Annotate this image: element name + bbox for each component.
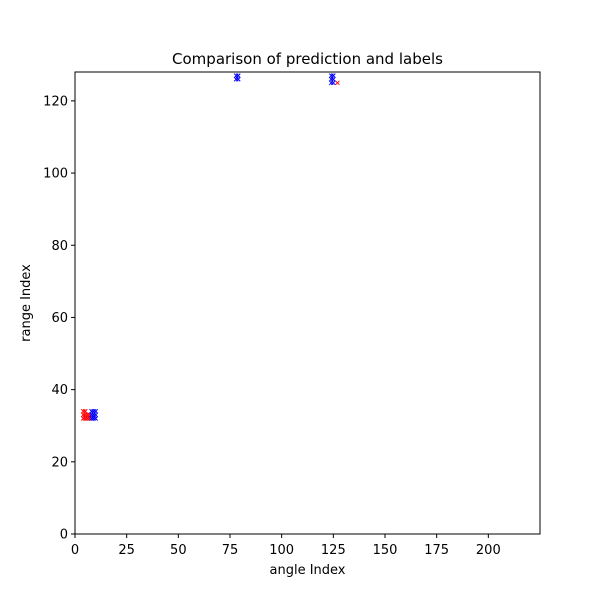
blue-x-marker xyxy=(93,416,99,421)
red-x-marker xyxy=(82,408,88,414)
y-tick-label: 40 xyxy=(51,383,68,398)
y-tick-label: 0 xyxy=(60,528,68,543)
x-axis-ticks: 0 25 50 75 100 125 150 175 200 xyxy=(71,534,501,558)
chart-title: Comparison of prediction and labels xyxy=(172,50,443,68)
x-tick-label: 175 xyxy=(424,543,449,558)
x-tick-label: 125 xyxy=(321,543,346,558)
x-tick-label: 150 xyxy=(373,543,398,558)
blue-x-marker xyxy=(235,76,241,82)
data-marks xyxy=(80,73,340,421)
plot-frame xyxy=(74,71,541,535)
x-tick-label: 0 xyxy=(71,543,79,558)
x-tick-label: 25 xyxy=(118,543,135,558)
red-x-marker xyxy=(335,80,340,86)
y-tick-label: 60 xyxy=(51,311,68,326)
blue-x-marker xyxy=(330,80,336,86)
plot-area xyxy=(74,71,541,535)
blue-x-marker xyxy=(330,76,336,82)
blue-x-marker xyxy=(330,73,336,78)
blue-x-marker xyxy=(93,408,99,414)
y-axis-ticks: 0 20 40 60 80 100 120 xyxy=(43,94,75,543)
x-tick-label: 50 xyxy=(170,543,187,558)
blue-x-marker xyxy=(235,73,241,78)
y-tick-label: 120 xyxy=(43,94,68,109)
x-tick-label: 100 xyxy=(269,543,294,558)
plot-background xyxy=(75,72,540,534)
blue-x-marker xyxy=(93,412,99,418)
y-axis-label: range Index xyxy=(19,264,34,342)
y-tick-label: 100 xyxy=(43,167,68,182)
y-tick-label: 20 xyxy=(51,455,68,470)
x-axis-label: angle Index xyxy=(270,563,346,578)
y-tick-label: 80 xyxy=(51,239,68,254)
x-tick-label: 200 xyxy=(476,543,501,558)
x-tick-label: 75 xyxy=(222,543,239,558)
